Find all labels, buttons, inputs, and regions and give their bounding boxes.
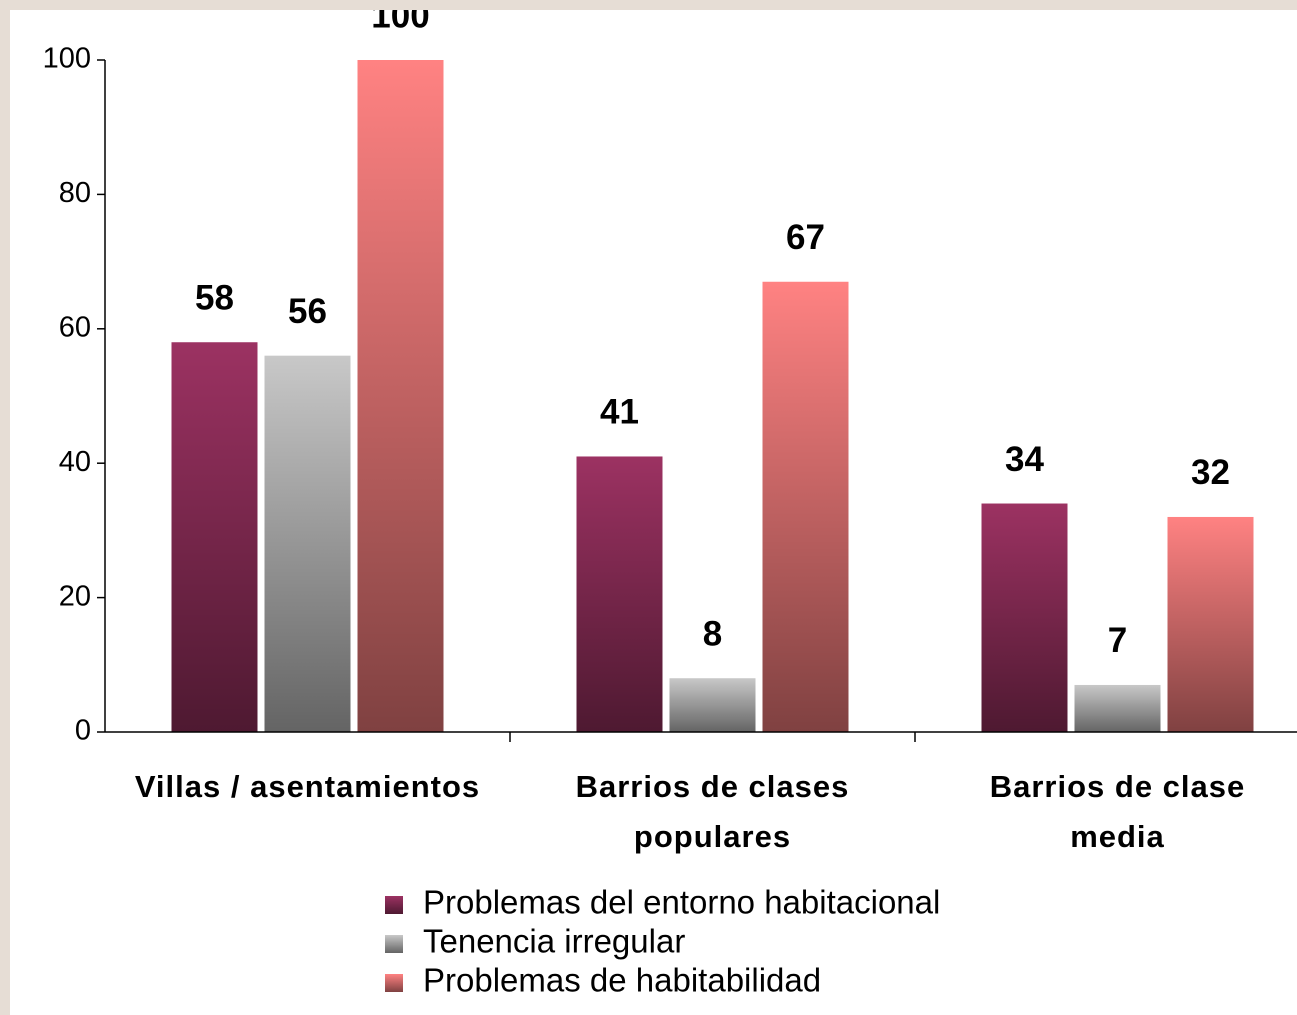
data-label: 67 — [786, 218, 825, 257]
data-label: 32 — [1191, 453, 1230, 492]
legend-swatch-shade — [385, 974, 403, 992]
x-tick-label: Villas / asentamientos — [134, 769, 481, 804]
data-label: 7 — [1108, 621, 1127, 660]
data-label: 100 — [371, 10, 429, 35]
bar-shade — [981, 503, 1068, 732]
data-label: 56 — [288, 292, 327, 331]
legend-label: Problemas de habitabilidad — [423, 962, 821, 999]
y-tick-label: 20 — [59, 580, 91, 612]
y-tick-label: 60 — [59, 311, 91, 343]
y-tick-label: 100 — [43, 43, 91, 75]
bar-shade — [1074, 684, 1161, 732]
x-tick-label: Barrios de clases populares — [575, 769, 850, 854]
y-tick-label: 80 — [59, 177, 91, 209]
bar-shade — [1167, 516, 1254, 732]
page: 0 20 40 60 80 100 58 56 100 41 8 67 34 7 32 Problemas d… — [10, 10, 1297, 1015]
y-tick-label: 40 — [59, 446, 91, 478]
legend-swatch-shade — [385, 896, 403, 914]
data-label: 58 — [195, 278, 234, 317]
data-label: 8 — [703, 614, 722, 653]
bar-shade — [357, 60, 444, 732]
y-tick-label: 0 — [75, 715, 91, 747]
bar-shade — [762, 281, 849, 732]
x-tick-label: Barrios de clase media — [989, 769, 1246, 854]
bar-shade — [576, 456, 663, 732]
chart: 0 20 40 60 80 100 58 56 100 41 8 67 34 7 32 Problemas d… — [43, 10, 1297, 999]
bar-shade — [669, 678, 756, 732]
legend-label: Problemas del entorno habitacional — [423, 884, 940, 921]
legend-label: Tenencia irregular — [423, 923, 685, 960]
bar-shade — [264, 355, 351, 732]
data-label: 34 — [1005, 440, 1044, 479]
bar-shade — [171, 342, 258, 732]
legend-swatch-shade — [385, 935, 403, 953]
data-label: 41 — [600, 393, 639, 432]
